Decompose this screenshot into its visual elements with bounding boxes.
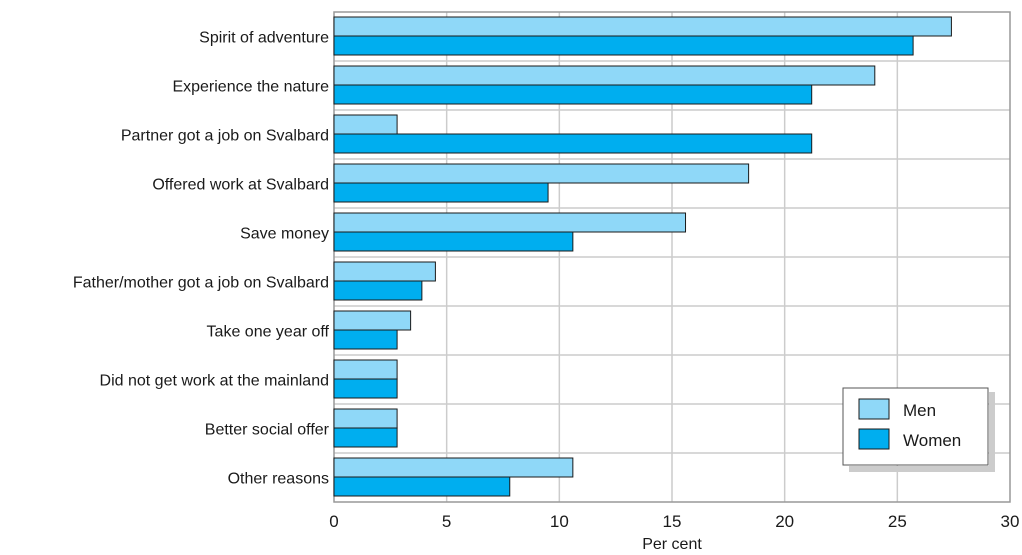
category-label: Better social offer — [205, 422, 330, 439]
legend-swatch-men — [858, 398, 890, 420]
bar-men — [333, 163, 750, 184]
bar-women — [333, 35, 914, 56]
category-labels: Spirit of adventure Experience the nature… — [73, 30, 330, 488]
category-label: Take one year off — [207, 324, 330, 341]
bar-men — [333, 212, 687, 233]
category-label: Experience the nature — [172, 79, 329, 96]
x-tick-label: 30 — [1001, 512, 1020, 531]
bar-women — [333, 133, 813, 154]
legend: Men Women — [842, 387, 995, 472]
x-tick-label: 15 — [663, 512, 682, 531]
legend-shadow — [849, 466, 995, 472]
category-label: Offered work at Svalbard — [152, 177, 329, 194]
bar-men — [333, 261, 436, 282]
bar-women — [333, 280, 423, 301]
x-tick-label: 20 — [775, 512, 794, 531]
legend-label-men: Men — [903, 401, 936, 420]
bar-men — [333, 310, 412, 331]
legend-shadow — [989, 392, 995, 466]
bar-men — [333, 65, 876, 86]
category-label: Save money — [240, 226, 329, 243]
bar-women — [333, 329, 398, 350]
bar-men — [333, 114, 398, 135]
x-tick-labels: 0 5 10 15 20 25 30 — [329, 512, 1019, 531]
bar-women — [333, 378, 398, 399]
category-label: Did not get work at the mainland — [100, 373, 329, 390]
x-tick-label: 25 — [888, 512, 907, 531]
bar-men — [333, 359, 398, 380]
category-label: Father/mother got a job on Svalbard — [73, 275, 329, 292]
bar-women — [333, 476, 511, 497]
category-label: Spirit of adventure — [199, 30, 329, 47]
x-tick-label: 5 — [442, 512, 451, 531]
category-label: Partner got a job on Svalbard — [121, 128, 329, 145]
legend-label-women: Women — [903, 431, 961, 450]
legend-swatch-women — [858, 428, 890, 450]
bar-men — [333, 16, 952, 37]
category-label: Other reasons — [228, 471, 329, 488]
x-tick-label: 0 — [329, 512, 338, 531]
bars — [333, 16, 952, 497]
bar-women — [333, 84, 813, 105]
bar-women — [333, 182, 549, 203]
plot-area — [333, 11, 1011, 503]
bar-women — [333, 427, 398, 448]
bar-men — [333, 408, 398, 429]
bar-men — [333, 457, 574, 478]
bar-women — [333, 231, 574, 252]
x-axis-title: Per cent — [642, 536, 702, 553]
x-tick-label: 10 — [550, 512, 569, 531]
